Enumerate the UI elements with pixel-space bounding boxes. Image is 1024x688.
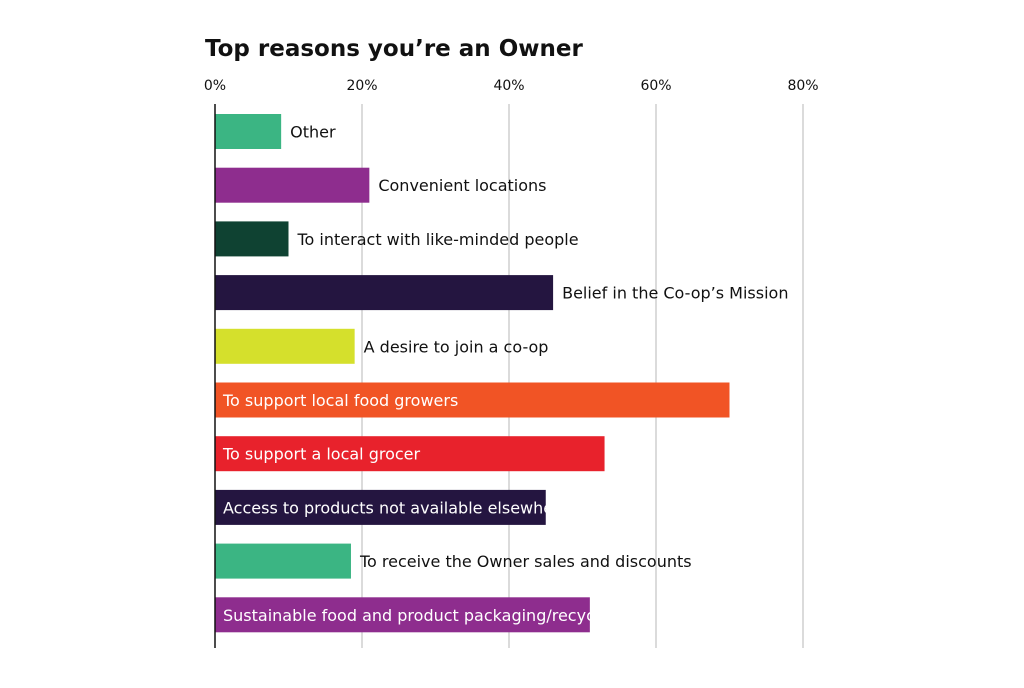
- bar: [215, 328, 355, 364]
- x-tick-label: 20%: [346, 78, 377, 94]
- bar-label: Access to products not available elsewhe…: [223, 498, 569, 517]
- bar-label: To receive the Owner sales and discounts: [359, 552, 692, 571]
- chart-title: Top reasons you’re an Owner: [205, 36, 583, 62]
- bar-label: Convenient locations: [378, 176, 546, 195]
- bar: [215, 221, 289, 257]
- bar-label: Sustainable food and product packaging/r…: [223, 606, 624, 625]
- x-tick-label: 80%: [787, 78, 818, 94]
- x-tick-label: 0%: [204, 78, 226, 94]
- bar: [215, 114, 282, 149]
- bars: Other Convenient locations To interact wit…: [215, 114, 788, 633]
- bar-label: Other: [290, 123, 336, 142]
- x-tick-label: 40%: [493, 78, 524, 94]
- bar: [215, 167, 370, 203]
- bar-label: To support local food growers: [222, 391, 458, 410]
- grid-lines: [361, 104, 804, 648]
- bar: [215, 489, 546, 525]
- x-axis-ticks: 0% 20% 40% 60% 80%: [204, 78, 819, 94]
- bar-label: Belief in the Co-op’s Mission: [562, 284, 788, 303]
- bar: [215, 543, 351, 579]
- bar-label: To interact with like-minded people: [297, 230, 579, 249]
- bar: [215, 382, 730, 418]
- bar: [215, 436, 605, 472]
- bar: [215, 597, 590, 633]
- bar: [215, 275, 554, 311]
- x-tick-label: 60%: [640, 78, 671, 94]
- bar-label: A desire to join a co-op: [364, 337, 549, 356]
- bar-label: To support a local grocer: [222, 445, 421, 464]
